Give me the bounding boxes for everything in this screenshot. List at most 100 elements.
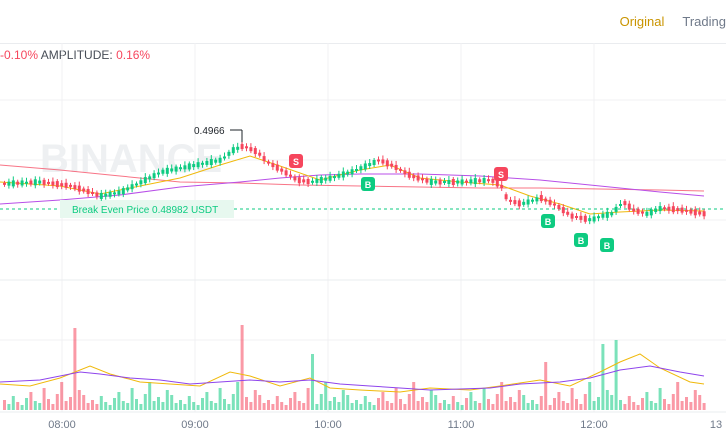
candle-body (289, 174, 292, 177)
candle-body (443, 181, 446, 183)
volume-bar (539, 396, 543, 410)
volume-bar (7, 404, 11, 410)
candle-body (20, 180, 24, 186)
candle-body (495, 180, 499, 187)
volume-bar (73, 328, 77, 410)
buy-marker[interactable]: B (361, 177, 375, 191)
volume-bar (421, 397, 424, 410)
volume-bar (262, 403, 266, 410)
candle-body (231, 147, 235, 154)
candle-body (553, 203, 556, 206)
buy-marker-label: B (578, 236, 585, 246)
volume-bar (29, 392, 33, 410)
volume-bar (245, 397, 248, 410)
candle-body (117, 190, 121, 195)
volume-bar (183, 404, 187, 410)
candle-body (64, 182, 68, 188)
candle-body (302, 179, 306, 183)
candle-body (293, 176, 297, 181)
candle-body (355, 169, 358, 171)
change-value: -0.10% (0, 48, 39, 62)
candle-body (368, 163, 372, 167)
candle-body (583, 215, 587, 222)
candle-body (531, 199, 534, 202)
buy-marker[interactable]: B (541, 214, 555, 228)
candle-body (403, 170, 407, 175)
volume-bar (649, 401, 653, 410)
volume-bar (460, 405, 464, 410)
volume-bar (487, 399, 490, 410)
volume-bar (412, 382, 416, 410)
candle-body (130, 184, 134, 190)
candle-body (592, 216, 596, 222)
candle-body (539, 195, 543, 202)
candle-body (170, 168, 174, 172)
volume-bar (236, 382, 240, 410)
candle-body (522, 201, 526, 205)
buy-marker[interactable]: B (574, 233, 588, 247)
candle-body (337, 173, 341, 178)
volume-bar (306, 388, 310, 410)
volume-bar (179, 400, 182, 410)
candle-body (99, 192, 103, 199)
candle-body (319, 177, 323, 184)
candle-body (143, 177, 147, 184)
volume-bar (557, 392, 561, 410)
candle-body (218, 157, 222, 163)
candle-body (654, 208, 658, 212)
candle-body (500, 184, 504, 188)
candle-body (315, 178, 319, 183)
candle-body (557, 205, 561, 209)
volume-bar (95, 404, 99, 410)
volume-bar (570, 388, 574, 410)
candle-body (284, 170, 288, 176)
tab-original[interactable]: Original (619, 14, 665, 29)
volume-bar (249, 402, 253, 410)
candle-body (161, 169, 165, 174)
candle-body (676, 208, 680, 212)
candle-body (372, 159, 376, 165)
volume-bar (504, 401, 508, 410)
candle-body (636, 208, 640, 214)
candle-body (698, 211, 702, 215)
candle-body (51, 181, 55, 186)
candle-body (346, 171, 350, 175)
candle-body (183, 165, 187, 170)
volume-bar (121, 401, 125, 410)
volume-bar (139, 404, 143, 410)
volume-bars (3, 325, 706, 410)
volume-bar (3, 400, 6, 410)
candle-body (240, 144, 244, 150)
volume-bar (161, 402, 165, 410)
buy-marker[interactable]: B (600, 238, 614, 252)
volume-bar (174, 403, 178, 410)
candle-body (619, 204, 622, 206)
candle-body (632, 208, 636, 212)
candle-body (702, 211, 706, 217)
candle-body (311, 180, 314, 183)
candle-body (135, 183, 138, 186)
volume-bar (394, 388, 398, 410)
candlesticks (3, 142, 706, 225)
volume-bar (522, 395, 526, 410)
tab-trading[interactable]: Trading (682, 14, 726, 29)
candle-body (341, 171, 345, 178)
sell-marker[interactable]: S (494, 167, 508, 181)
candle-body (601, 213, 605, 218)
candle-body (55, 181, 59, 188)
buy-marker-label: B (545, 217, 552, 227)
volume-bar (627, 396, 631, 410)
candle-body (121, 188, 125, 195)
volume-bar (359, 404, 363, 410)
candle-body (447, 180, 451, 184)
candle-body (113, 192, 116, 195)
candle-body (267, 161, 270, 164)
candle-body (451, 179, 455, 185)
volume-bar (544, 362, 548, 410)
candle-body (416, 175, 420, 181)
binance-watermark: BINANCE (40, 137, 222, 181)
volume-bar (91, 400, 94, 410)
ma-line-red (0, 164, 705, 192)
sell-marker[interactable]: S (289, 154, 303, 168)
